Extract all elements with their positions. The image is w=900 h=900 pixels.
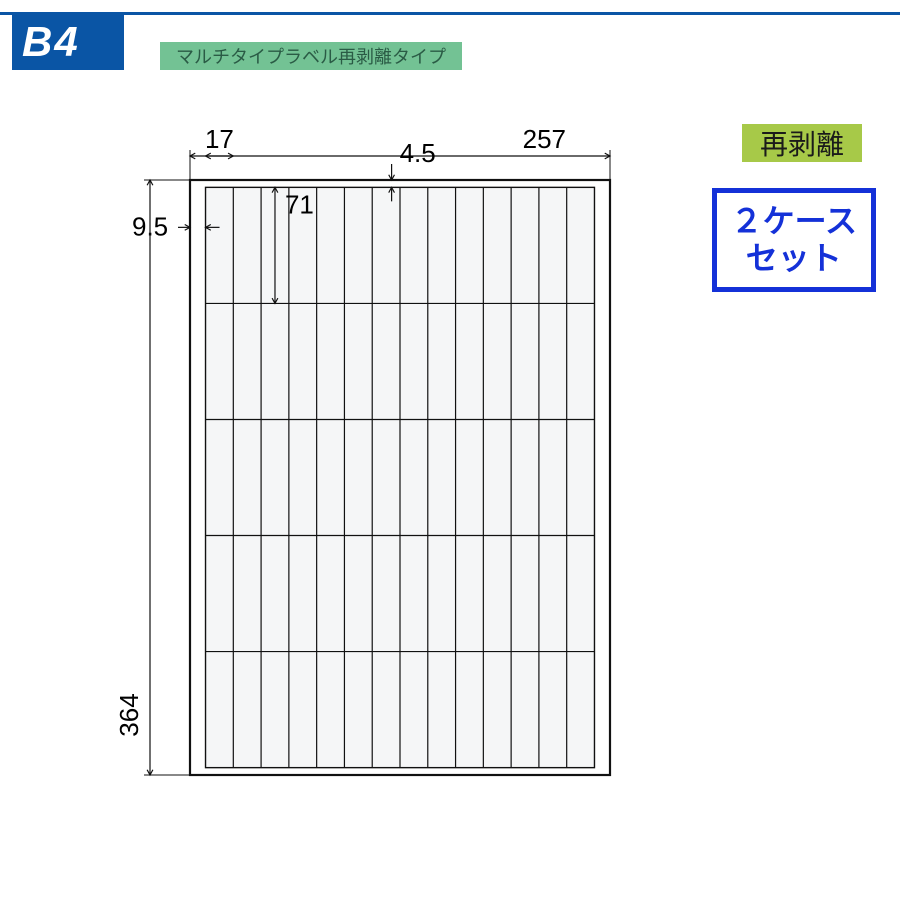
drawing-svg: 257174.5719.5364 xyxy=(70,120,670,880)
technical-drawing: 257174.5719.5364 xyxy=(70,120,670,880)
repeel-badge-text: 再剥離 xyxy=(760,123,844,163)
svg-text:17: 17 xyxy=(205,124,234,154)
page: B4 マルチタイプラベル再剥離タイプ 再剥離 ２ケース セット 257 17 4.5… xyxy=(0,0,900,900)
svg-text:364: 364 xyxy=(114,693,144,736)
size-badge: B4 xyxy=(12,14,124,70)
case-set-line1: ２ケース xyxy=(731,203,857,240)
svg-text:257: 257 xyxy=(523,124,566,154)
header: B4 マルチタイプラベル再剥離タイプ xyxy=(0,8,900,78)
header-subtitle-text: マルチタイプラベル再剥離タイプ xyxy=(176,43,446,69)
header-subtitle: マルチタイプラベル再剥離タイプ xyxy=(160,42,462,70)
repeel-badge: 再剥離 xyxy=(742,124,862,162)
svg-text:4.5: 4.5 xyxy=(400,138,436,168)
svg-text:71: 71 xyxy=(285,189,314,219)
case-set-badge: ２ケース セット xyxy=(712,188,876,292)
size-badge-text: B4 xyxy=(22,18,80,66)
header-rule xyxy=(0,12,900,15)
case-set-line2: セット xyxy=(746,240,842,277)
